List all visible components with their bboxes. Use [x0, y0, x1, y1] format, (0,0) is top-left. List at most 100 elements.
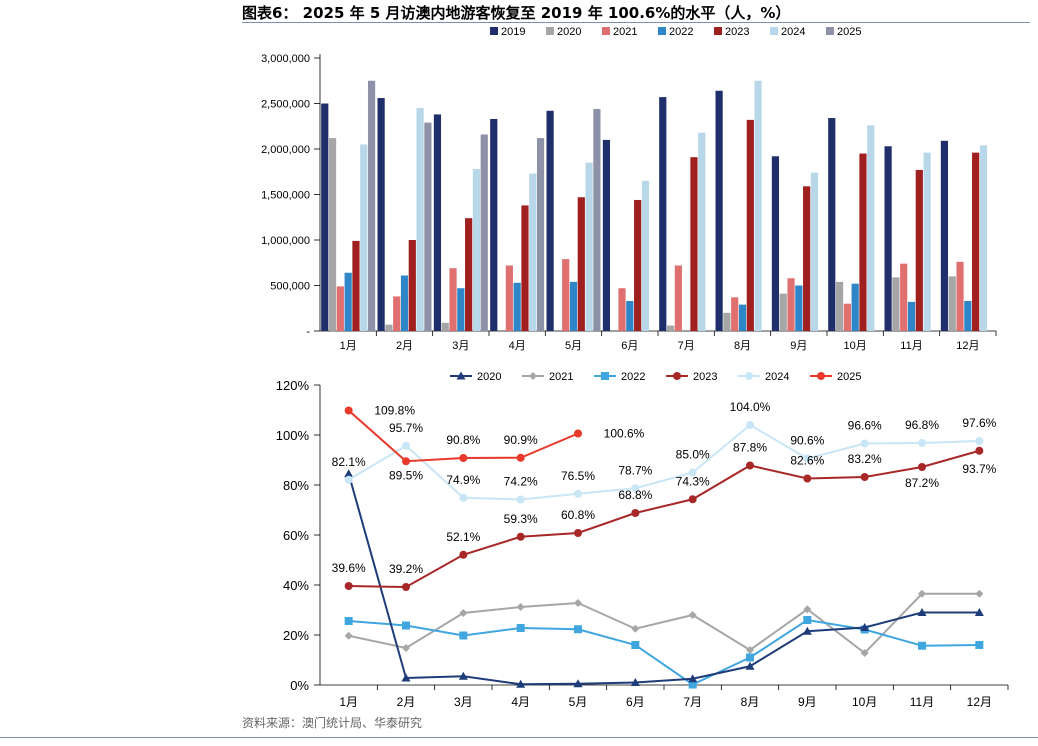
figure-title: 图表6： 2025 年 5 月访澳内地游客恢复至 2019 年 100.6%的水… [242, 4, 791, 22]
data-label-2024: 78.7% [618, 463, 652, 477]
bar-2021-7月 [674, 265, 682, 331]
point-2023 [574, 529, 582, 537]
title-divider [242, 22, 1030, 23]
y-tick-label: 1,500,000 [261, 190, 310, 202]
bar-2019-5月 [546, 110, 554, 331]
bar-2021-8月 [731, 297, 739, 331]
legend-label-2023: 2023 [725, 26, 749, 38]
bar-2022-12月 [964, 300, 972, 331]
bar-2022-8月 [738, 304, 747, 331]
point-2020 [860, 623, 870, 631]
bar-2024-7月 [698, 132, 706, 331]
point-2023 [803, 474, 812, 483]
x-tick-label: 6月 [626, 695, 645, 709]
legend-swatch-2022 [658, 27, 666, 35]
bar-2025-4月 [536, 138, 545, 331]
bar-2024-6月 [641, 180, 650, 331]
bottom-divider [0, 737, 1038, 738]
point-2022 [402, 621, 410, 630]
bar-2021-5月 [562, 259, 570, 331]
legend-label-2024: 2024 [781, 26, 805, 38]
bar-2019-9月 [771, 156, 780, 331]
x-tick-label: 1月 [340, 340, 357, 352]
point-2025 [574, 429, 582, 438]
y-tick-label: 80% [283, 478, 309, 493]
bar-2019-12月 [940, 140, 949, 331]
legend-label-2021: 2021 [613, 26, 637, 38]
data-label-2025: 90.8% [446, 433, 480, 447]
point-2020 [745, 661, 755, 670]
series-line-2024 [348, 423, 980, 501]
bar-2023-1月 [352, 240, 360, 331]
bar-2024-11月 [923, 152, 931, 331]
legend-label-2025: 2025 [837, 371, 861, 383]
point-2023 [402, 583, 410, 591]
bar-2019-1月 [321, 103, 329, 331]
bar-2021-4月 [505, 265, 513, 331]
data-label-2024: 97.6% [962, 416, 996, 430]
bar-2020-7月 [666, 325, 675, 331]
x-tick-label: 7月 [678, 340, 695, 352]
point-2023 [344, 582, 353, 590]
point-2021 [803, 605, 812, 614]
bar-2023-6月 [634, 199, 642, 331]
point-2020 [688, 674, 698, 683]
bar-2020-10月 [835, 281, 844, 331]
point-2025 [402, 457, 410, 466]
x-tick-label: 12月 [967, 695, 992, 709]
point-2021 [344, 631, 353, 640]
bar-2022-11月 [907, 301, 916, 331]
data-label-2024: 76.5% [561, 469, 595, 483]
point-2025 [516, 453, 525, 462]
x-tick-label: 6月 [621, 340, 638, 352]
point-2021 [402, 644, 410, 652]
data-label-2023: 68.8% [618, 488, 652, 502]
bar-2021-2月 [393, 296, 401, 331]
point-2024 [402, 441, 410, 450]
series-line-2021 [348, 592, 980, 655]
bar-2023-2月 [408, 240, 416, 331]
y-tick-label: 20% [283, 628, 309, 643]
point-2024 [746, 421, 754, 429]
bar-2019-2月 [377, 98, 385, 331]
point-2022 [631, 641, 640, 649]
x-tick-label: 12月 [956, 340, 979, 352]
bar-2023-10月 [859, 153, 867, 331]
bar-2021-12月 [956, 261, 964, 331]
legend-swatch-2019 [490, 27, 498, 35]
bar-2021-10月 [843, 303, 851, 331]
data-label-2023: 87.8% [733, 441, 767, 455]
legend-label-2023: 2023 [693, 371, 717, 383]
legend-marker-2023 [673, 372, 681, 380]
legend-swatch-2025 [826, 27, 834, 35]
x-tick-label: 3月 [454, 695, 473, 709]
data-label-2024: 82.1% [332, 455, 366, 469]
x-tick-label: 5月 [569, 695, 588, 709]
bar-2022-2月 [400, 275, 409, 331]
data-label-2023: 83.2% [848, 452, 882, 466]
x-tick-label: 11月 [900, 340, 922, 352]
legend-swatch-2021 [602, 27, 610, 35]
bar-2022-10月 [851, 283, 859, 331]
y-tick-label: 60% [283, 528, 309, 543]
point-2024 [918, 439, 926, 447]
bar-2021-1月 [336, 286, 344, 331]
data-label-2023: 82.6% [790, 454, 824, 468]
bar-2020-1月 [328, 138, 337, 331]
bar-2024-5月 [585, 162, 593, 331]
bar-2019-8月 [715, 90, 723, 331]
bar-2022-9月 [795, 285, 803, 331]
data-label-2023: 87.2% [905, 476, 939, 490]
point-2020 [802, 626, 812, 635]
data-label-2024: 90.6% [790, 434, 824, 448]
legend-marker-2020 [456, 371, 466, 380]
x-tick-label: 2月 [396, 340, 413, 352]
point-2023 [631, 509, 640, 517]
data-label-2025: 89.5% [389, 468, 423, 482]
bar-2023-12月 [972, 152, 980, 331]
bar-2024-10月 [867, 125, 875, 331]
bar-2023-3月 [465, 218, 473, 331]
data-label-2025: 90.9% [504, 433, 538, 447]
data-label-2023: 74.3% [676, 474, 710, 488]
y-tick-label: 120% [276, 378, 310, 393]
